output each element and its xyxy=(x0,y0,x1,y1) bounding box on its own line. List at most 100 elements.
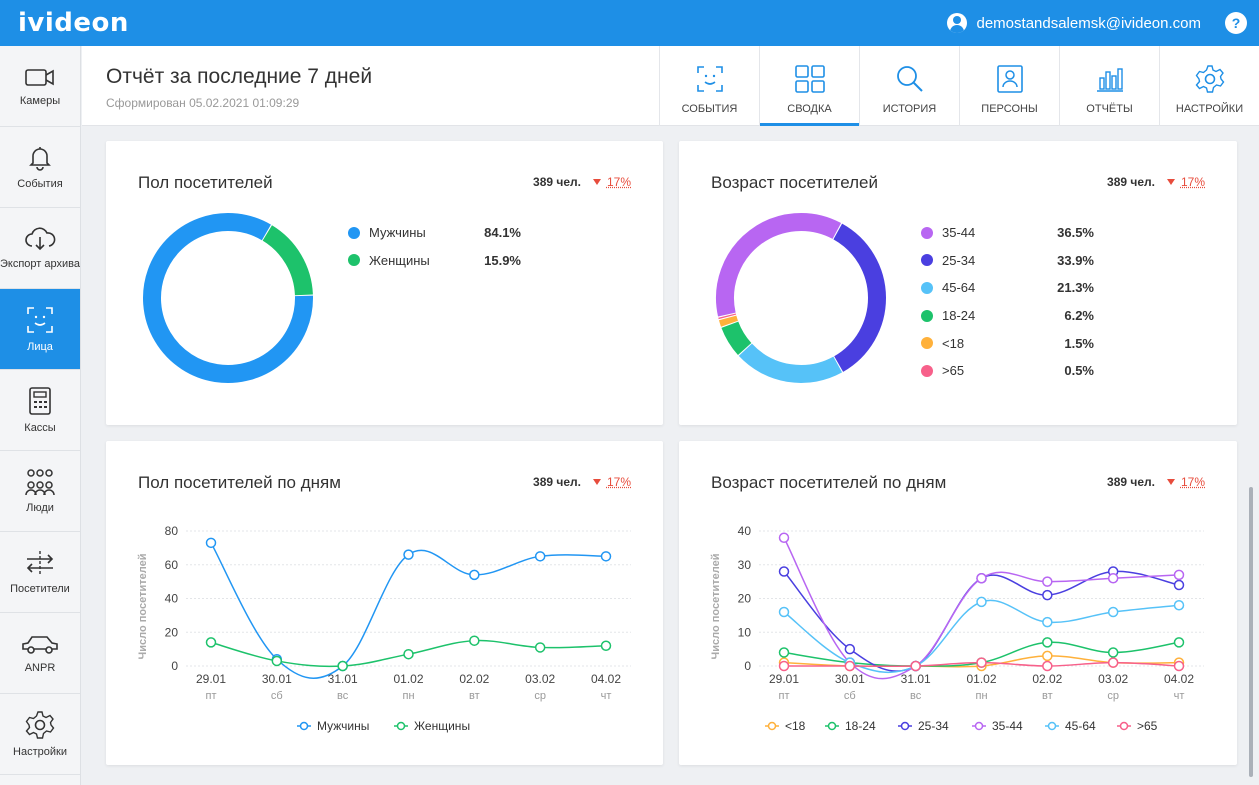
visitors-icon xyxy=(26,551,54,575)
data-point[interactable] xyxy=(600,640,612,651)
data-point[interactable] xyxy=(976,573,987,584)
legend-label[interactable]: <18 xyxy=(785,719,806,733)
logo[interactable]: ivideon xyxy=(18,8,129,38)
data-point[interactable] xyxy=(600,551,612,562)
change-percent[interactable]: 17% xyxy=(606,475,631,489)
y-tick-label: 80 xyxy=(165,524,179,538)
x-tick-label: 04.02 xyxy=(1164,672,1194,686)
legend-marker[interactable] xyxy=(396,721,406,731)
data-point[interactable] xyxy=(1107,573,1119,584)
x-tick-label: 02.02 xyxy=(1032,672,1062,686)
page-scrollbar[interactable] xyxy=(1249,487,1253,777)
gear-icon xyxy=(1195,65,1224,93)
legend-label: 35-44 xyxy=(942,225,976,241)
data-point[interactable] xyxy=(1173,600,1185,611)
data-point[interactable] xyxy=(1107,657,1119,668)
legend-label[interactable]: 45-64 xyxy=(1065,719,1096,733)
legend-item: Женщины 15.9% xyxy=(348,247,521,275)
user-email[interactable]: demostandsalemsk@ivideon.com xyxy=(976,14,1202,32)
legend-label[interactable]: >65 xyxy=(1137,719,1158,733)
sidebar-item-events[interactable]: События xyxy=(0,127,80,208)
donut-slice-Мужчины[interactable] xyxy=(143,213,313,383)
card-title: Пол посетителей по дням xyxy=(138,473,341,492)
tab-events[interactable]: СОБЫТИЯ xyxy=(659,46,759,126)
data-point[interactable] xyxy=(534,642,546,653)
legend-marker[interactable] xyxy=(1119,721,1129,731)
data-point[interactable] xyxy=(403,648,414,660)
data-point[interactable] xyxy=(1042,660,1053,672)
legend-marker[interactable] xyxy=(299,721,309,731)
legend-marker[interactable] xyxy=(900,721,910,731)
legend-dot xyxy=(921,364,933,377)
legend-label[interactable]: 18-24 xyxy=(845,719,876,733)
donut-slice-<18[interactable] xyxy=(718,315,738,327)
data-point[interactable] xyxy=(1173,569,1185,581)
data-point[interactable] xyxy=(469,635,480,646)
sidebar-item-cash-registers[interactable]: Кассы xyxy=(0,370,80,451)
data-point[interactable] xyxy=(1173,637,1185,648)
data-point[interactable] xyxy=(1042,589,1053,601)
data-point[interactable] xyxy=(910,660,921,672)
data-point[interactable] xyxy=(337,660,348,672)
legend-marker[interactable] xyxy=(974,721,984,731)
sidebar-item-visitors[interactable]: Посетители xyxy=(0,532,80,613)
tab-persons[interactable]: ПЕРСОНЫ xyxy=(959,46,1059,126)
tab-settings[interactable]: НАСТРОЙКИ xyxy=(1159,46,1259,126)
data-point[interactable] xyxy=(205,637,217,648)
top-bar: ivideon demostandsalemsk@ivideon.com ? xyxy=(0,0,1259,46)
data-point[interactable] xyxy=(1173,579,1185,591)
tab-history[interactable]: ИСТОРИЯ xyxy=(859,46,959,126)
change-percent[interactable]: 17% xyxy=(1180,475,1205,489)
data-point[interactable] xyxy=(976,596,987,608)
data-point[interactable] xyxy=(1107,647,1119,658)
data-point[interactable] xyxy=(844,660,856,672)
legend-marker[interactable] xyxy=(1047,721,1057,731)
sidebar-item-settings[interactable]: Настройки xyxy=(0,694,80,775)
sidebar-item-cameras[interactable]: Камеры xyxy=(0,46,80,127)
legend-marker[interactable] xyxy=(827,721,837,731)
tab-summary[interactable]: СВОДКА xyxy=(759,46,859,126)
data-point[interactable] xyxy=(778,647,790,658)
change-percent[interactable]: 17% xyxy=(606,175,631,189)
legend-dot xyxy=(348,226,360,239)
donut-slice-18-24[interactable] xyxy=(721,321,752,356)
sidebar-item-anpr[interactable]: ANPR xyxy=(0,613,80,694)
data-point[interactable] xyxy=(778,660,790,672)
tab-reports[interactable]: ОТЧЁТЫ xyxy=(1059,46,1159,126)
sidebar-item-archive-export[interactable]: Экспорт архива xyxy=(0,208,80,289)
data-point[interactable] xyxy=(778,606,790,618)
data-point[interactable] xyxy=(778,532,790,543)
data-point[interactable] xyxy=(1107,606,1119,618)
data-point[interactable] xyxy=(1173,660,1185,672)
legend-label[interactable]: 25-34 xyxy=(918,719,949,733)
legend-value: 21.3% xyxy=(1057,280,1094,296)
legend-label: <18 xyxy=(942,335,965,351)
help-button[interactable]: ? xyxy=(1225,12,1247,34)
donut-slice-35-44[interactable] xyxy=(716,213,842,317)
data-point[interactable] xyxy=(205,537,217,549)
data-point[interactable] xyxy=(1042,650,1053,662)
data-point[interactable] xyxy=(976,657,987,668)
donut-slice-Женщины[interactable] xyxy=(262,225,313,296)
data-point[interactable] xyxy=(271,655,283,667)
data-point[interactable] xyxy=(1042,616,1053,628)
x-tick-sublabel: вс xyxy=(910,690,922,702)
data-point[interactable] xyxy=(844,643,856,655)
legend-label[interactable]: 35-44 xyxy=(992,719,1023,733)
data-point[interactable] xyxy=(1042,576,1053,587)
legend-label[interactable]: Мужчины xyxy=(317,719,369,733)
data-point[interactable] xyxy=(778,566,790,577)
donut-slice-45-64[interactable] xyxy=(738,343,843,383)
change-percent[interactable]: 17% xyxy=(1180,175,1205,189)
data-point[interactable] xyxy=(403,549,414,560)
data-point[interactable] xyxy=(469,569,480,581)
user-menu[interactable]: demostandsalemsk@ivideon.com xyxy=(946,13,1202,33)
legend-label[interactable]: Женщины xyxy=(414,719,470,733)
sidebar-item-faces[interactable]: Лица xyxy=(0,289,80,370)
legend-dot xyxy=(921,309,933,322)
data-point[interactable] xyxy=(534,551,546,562)
donut-slice-25-34[interactable] xyxy=(833,223,886,372)
sidebar-item-people[interactable]: Люди xyxy=(0,451,80,532)
data-point[interactable] xyxy=(1042,637,1053,648)
legend-marker[interactable] xyxy=(767,721,777,731)
